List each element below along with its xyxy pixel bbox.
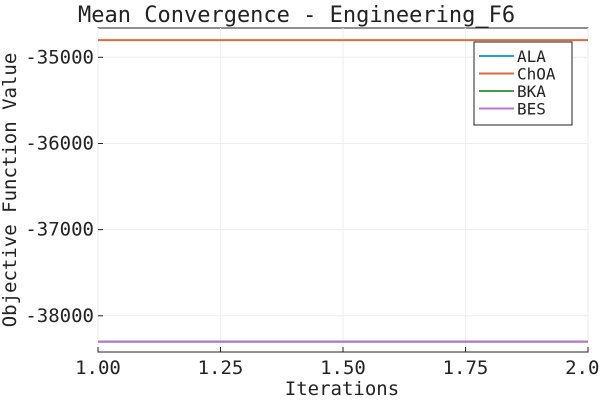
y-tick-label: -38000 xyxy=(25,305,94,327)
x-tick-label: 1.50 xyxy=(320,357,366,379)
legend-label-choa: ChOA xyxy=(517,65,556,84)
legend-label-bes: BES xyxy=(517,100,546,119)
grid xyxy=(97,28,589,352)
y-tick-label: -35000 xyxy=(25,46,94,68)
legend-label-ala: ALA xyxy=(517,47,546,66)
x-axis-ticks: 1.00 1.25 1.50 1.75 2.00 xyxy=(75,347,600,379)
x-tick-label: 1.25 xyxy=(198,357,244,379)
y-tick-label: -36000 xyxy=(25,132,94,154)
x-tick-label: 2.00 xyxy=(565,357,600,379)
y-tick-label: -37000 xyxy=(25,219,94,241)
x-tick-label: 1.75 xyxy=(443,357,489,379)
x-axis-label: Iterations xyxy=(285,378,399,400)
x-tick-label: 1.00 xyxy=(75,357,121,379)
series-lines xyxy=(98,39,588,343)
y-axis-label: Objective Function Value xyxy=(0,53,21,328)
chart-title: Mean Convergence - Engineering_F6 xyxy=(78,3,515,28)
y-axis-ticks: -35000 -36000 -37000 -38000 xyxy=(25,46,103,327)
legend-label-bka: BKA xyxy=(517,82,546,101)
